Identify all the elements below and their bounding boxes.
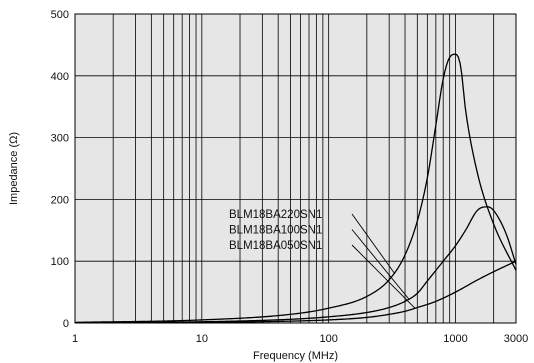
x-axis-label: Frequency (MHz): [253, 350, 338, 362]
x-tick-label: 1: [72, 333, 78, 345]
y-axis-label: Impedance (Ω): [8, 132, 20, 205]
y-tick-label: 100: [51, 256, 69, 268]
y-tick-label: 0: [63, 318, 69, 330]
x-tick-label: 3000: [504, 333, 528, 345]
series-label: BLM18BA220SN1: [229, 209, 322, 221]
series-label: BLM18BA100SN1: [229, 225, 322, 237]
series-label-leader: [351, 213, 395, 274]
x-tick-label: 100: [319, 333, 337, 345]
series-labels: BLM18BA220SN1 BLM18BA100SN1 BLM18BA050SN1: [229, 209, 322, 252]
y-tick-label: 200: [51, 194, 69, 206]
y-tick-label: 300: [51, 133, 69, 145]
y-tick-label: 500: [51, 9, 69, 21]
series-label-leader: [351, 229, 410, 300]
series-label: BLM18BA050SN1: [229, 240, 322, 252]
x-tick-label: 1000: [443, 333, 467, 345]
grid: [75, 14, 516, 323]
y-tick-label: 400: [51, 71, 69, 83]
series-line-blm18ba220sn1: [74, 53, 517, 324]
plot-area: [75, 14, 516, 323]
x-tick-label: 10: [196, 333, 208, 345]
series-label-leader: [351, 244, 416, 309]
tick-labels: 0 100 200 300 400 500 1 10 100 1000 3000: [51, 9, 529, 345]
plot-frame: [74, 13, 517, 324]
legend-leaders: [351, 213, 416, 309]
